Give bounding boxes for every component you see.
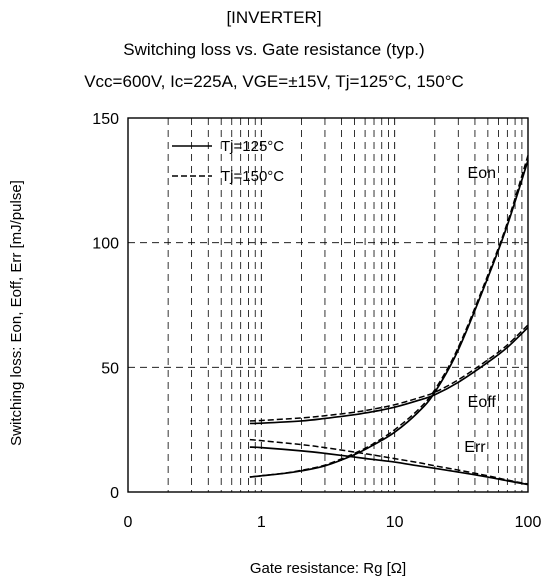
- chart-title-line-2: Switching loss vs. Gate resistance (typ.…: [123, 40, 425, 59]
- curve-label: Eon: [468, 165, 496, 182]
- series-line-eoff-tj-150-c: [249, 324, 529, 422]
- series-line-err-tj-150-c: [249, 438, 529, 485]
- x-tick-label: 100: [515, 514, 542, 531]
- legend-entry: Tj=150°C: [221, 168, 284, 185]
- curve-label: Err: [464, 439, 486, 456]
- series-line-eoff-tj-125-c: [249, 326, 529, 425]
- y-tick-label: 50: [101, 360, 119, 377]
- x-tick-label: 0: [124, 514, 133, 531]
- legend: Tj=125°C Tj=150°C: [172, 138, 284, 185]
- legend-entry: Tj=125°C: [221, 138, 284, 155]
- plot-area: [249, 155, 529, 486]
- plot-frame: [127, 117, 529, 493]
- y-axis-label: Switching loss: Eon, Eoff, Err [mJ/pulse…: [8, 180, 25, 446]
- x-axis-label: Gate resistance: Rg [Ω]: [250, 560, 406, 577]
- curve-label: Eoff: [468, 394, 497, 411]
- grid: [128, 118, 528, 492]
- chart-title-line-1: [INVERTER]: [226, 8, 322, 27]
- series-line-eon-tj-150-c: [249, 155, 529, 478]
- x-tick-label: 1: [257, 514, 266, 531]
- tick-labels: 0 1 10 100 0 50 100 150: [92, 111, 541, 531]
- y-tick-label: 150: [92, 111, 119, 128]
- curve-labels: Eon Eoff Err: [464, 165, 496, 456]
- x-tick-label: 10: [386, 514, 404, 531]
- y-tick-label: 100: [92, 236, 119, 253]
- chart-title-line-3: Vcc=600V, Ic=225A, VGE=±15V, Tj=125°C, 1…: [84, 72, 464, 91]
- y-tick-label: 0: [110, 485, 119, 502]
- series-line-err-tj-125-c: [249, 446, 529, 486]
